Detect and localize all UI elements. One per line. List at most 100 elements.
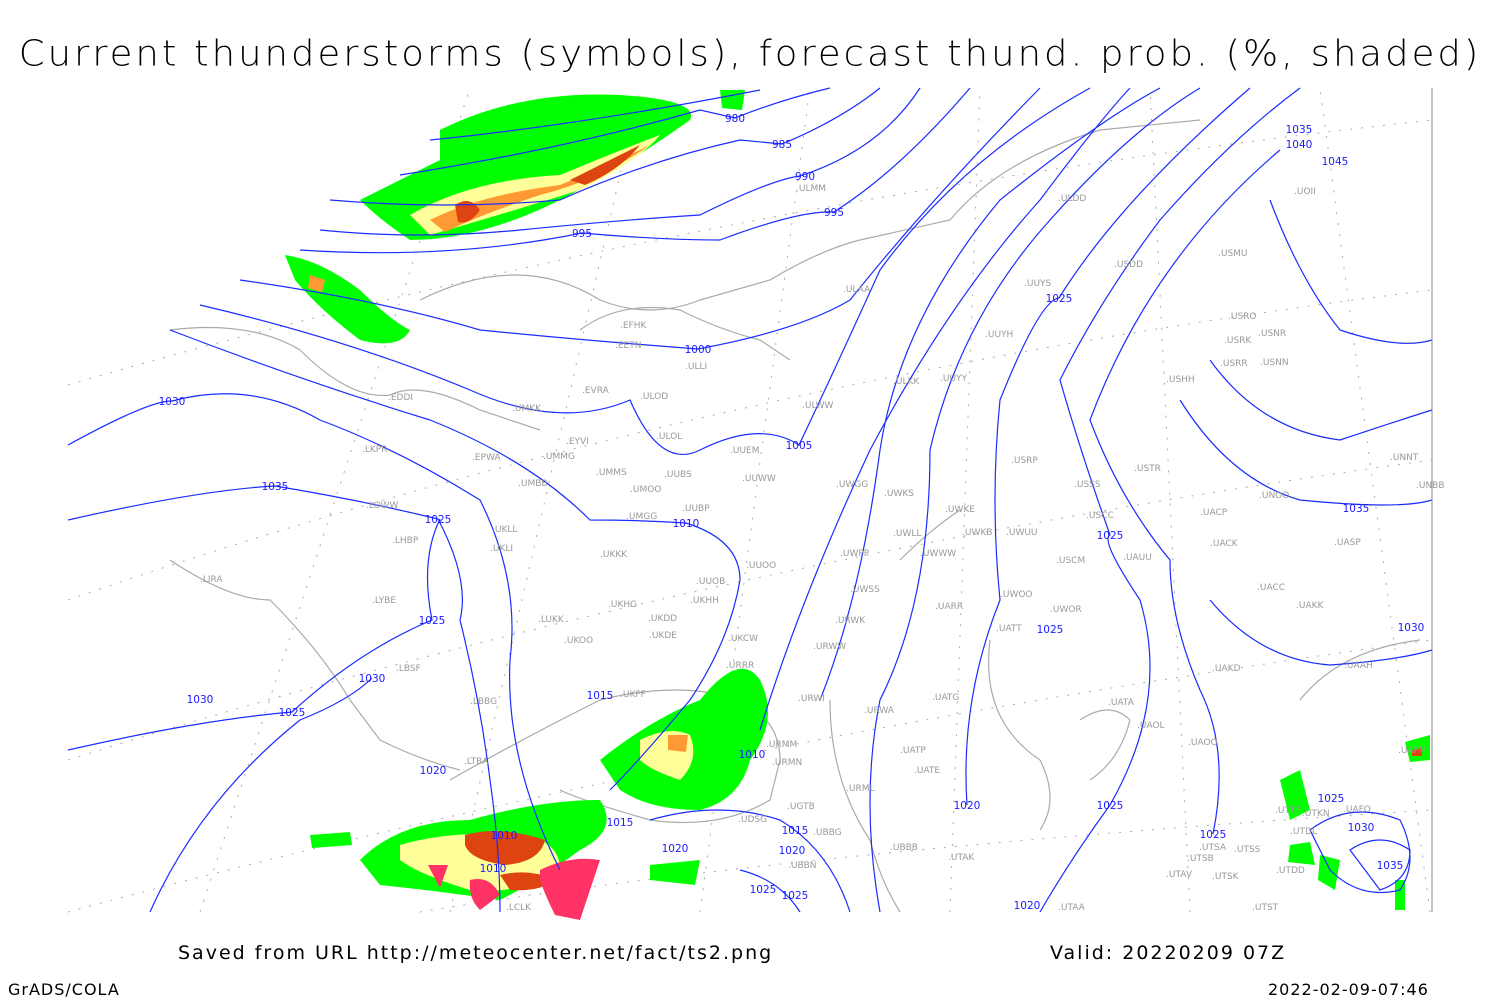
station-label: .LUKK [538,615,565,625]
isobar-label: 1020 [954,800,981,812]
station-label: .UAKD [1212,664,1241,674]
isobar-label: 1035 [1286,124,1313,136]
station-label: .UKLI [490,544,513,554]
station-label: .UTST [1252,903,1279,913]
station-label: .UMMG [543,452,575,462]
station-label: .UWOR [1050,605,1082,615]
station-label: .UUOB [696,577,725,587]
station-label: .UDSG [738,815,767,825]
station-label: .EFHK [620,321,647,331]
station-label: .USRR [1220,359,1248,369]
station-label: .UAFM [1398,746,1427,756]
station-label: .URRR [726,661,754,671]
render-timestamp: 2022-02-09-07:46 [1268,980,1429,999]
isobar-label: 1025 [1097,800,1124,812]
station-label: .UTAA [1058,903,1086,913]
station-label: .UBBG [813,828,842,838]
isobar-label: 1010 [739,749,766,761]
isobar-label: 1025 [279,707,306,719]
isobar-label: 1010 [480,863,507,875]
station-label: .USRP [1011,456,1038,466]
station-label: .URWI [798,694,825,704]
station-label: .UTAV [1166,870,1193,880]
station-label: .ULOL [656,432,682,442]
isobar-label: 1040 [1286,139,1313,151]
station-label: .UARR [935,602,963,612]
station-label: .URMN [772,758,802,768]
station-label: .EVRA [582,386,610,396]
station-label: .UNNT [1390,453,1419,463]
station-label: .UOII [1294,187,1316,197]
station-label: .LYBE [372,596,396,606]
station-label: .UATA [1108,698,1135,708]
software-credit: GrADS/COLA [8,980,120,999]
station-label: .UTSS [1234,845,1261,855]
station-label: .UKDD [648,614,677,624]
station-label: .USTR [1134,464,1161,474]
isobar-label: 1025 [419,615,446,627]
station-label: .UKOO [564,636,593,646]
isobar-label: 980 [725,113,745,125]
station-label: .UWKB [962,528,992,538]
station-label: .UTSA [1199,843,1227,853]
station-label: .EETN [615,341,641,351]
station-label: .USRK [1224,336,1252,346]
station-label: .UKKK [600,550,628,560]
isobar-label: 1025 [782,890,809,902]
station-label: .UACP [1200,508,1228,518]
isobar-label: 1025 [1318,793,1345,805]
station-label: .UUEM [730,446,760,456]
station-label: .UTDD [1276,866,1305,876]
station-label: .USRO [1228,312,1257,322]
station-label: .URWK [835,616,866,626]
station-label: .UNBB [1416,481,1445,491]
isobar-label: 1010 [491,830,518,842]
station-label: .LBSF [396,664,421,674]
isobar-label: 1020 [662,843,689,855]
station-label: .UTSK [1212,872,1240,882]
isobar-label: 1030 [159,396,186,408]
station-label: .LOWW [366,501,399,511]
station-label: .URML [846,784,874,794]
station-label: .UAAH [1344,661,1373,671]
isobar-label: 1020 [1014,900,1041,912]
isobar-label: 1025 [1037,624,1064,636]
isobar-label: 1025 [750,884,777,896]
station-label: .USHH [1166,375,1195,385]
coastlines [169,119,1421,913]
station-label: .ULWW [802,401,834,411]
isobar-label: 1020 [779,845,806,857]
station-label: .USNN [1260,358,1289,368]
station-label: .UTDL [1290,827,1317,837]
station-label: .USCM [1056,556,1085,566]
lat-lon-grid [67,87,1433,913]
station-label: .UWOO [1000,590,1033,600]
station-label: .UWKE [945,505,975,515]
station-label: .UWGG [836,480,868,490]
station-label: .UWSS [850,585,880,595]
station-label: .LTBA [464,757,489,767]
isobars [67,87,1433,913]
isobar-label: 1025 [1046,293,1073,305]
station-label: .UGTB [787,802,815,812]
station-label: .URWA [864,706,895,716]
station-label: .UTAK [948,853,975,863]
station-label: .UBBB [890,843,918,853]
station-label: .UWLL [893,529,921,539]
isobar-label: 1045 [1322,156,1349,168]
station-label: .UUOO [746,561,776,571]
station-label: .URWW [813,642,846,652]
isobar-label: 1000 [685,344,712,356]
station-label: .UKFF [620,690,646,700]
station-label: .EPWA [472,453,501,463]
station-label: .UTSB [1187,854,1214,864]
isobar-label: 1030 [1348,822,1375,834]
station-label: .EDDI [388,393,413,403]
isobar-label: 1030 [187,694,214,706]
station-label: .UATG [932,693,959,703]
thunderstorm-probability-shading [285,90,1430,920]
station-label: .UMBB [518,479,548,489]
station-label: .LKPR [362,445,387,455]
station-label: .UUBP [682,504,710,514]
station-label: .ULAA [843,285,871,295]
